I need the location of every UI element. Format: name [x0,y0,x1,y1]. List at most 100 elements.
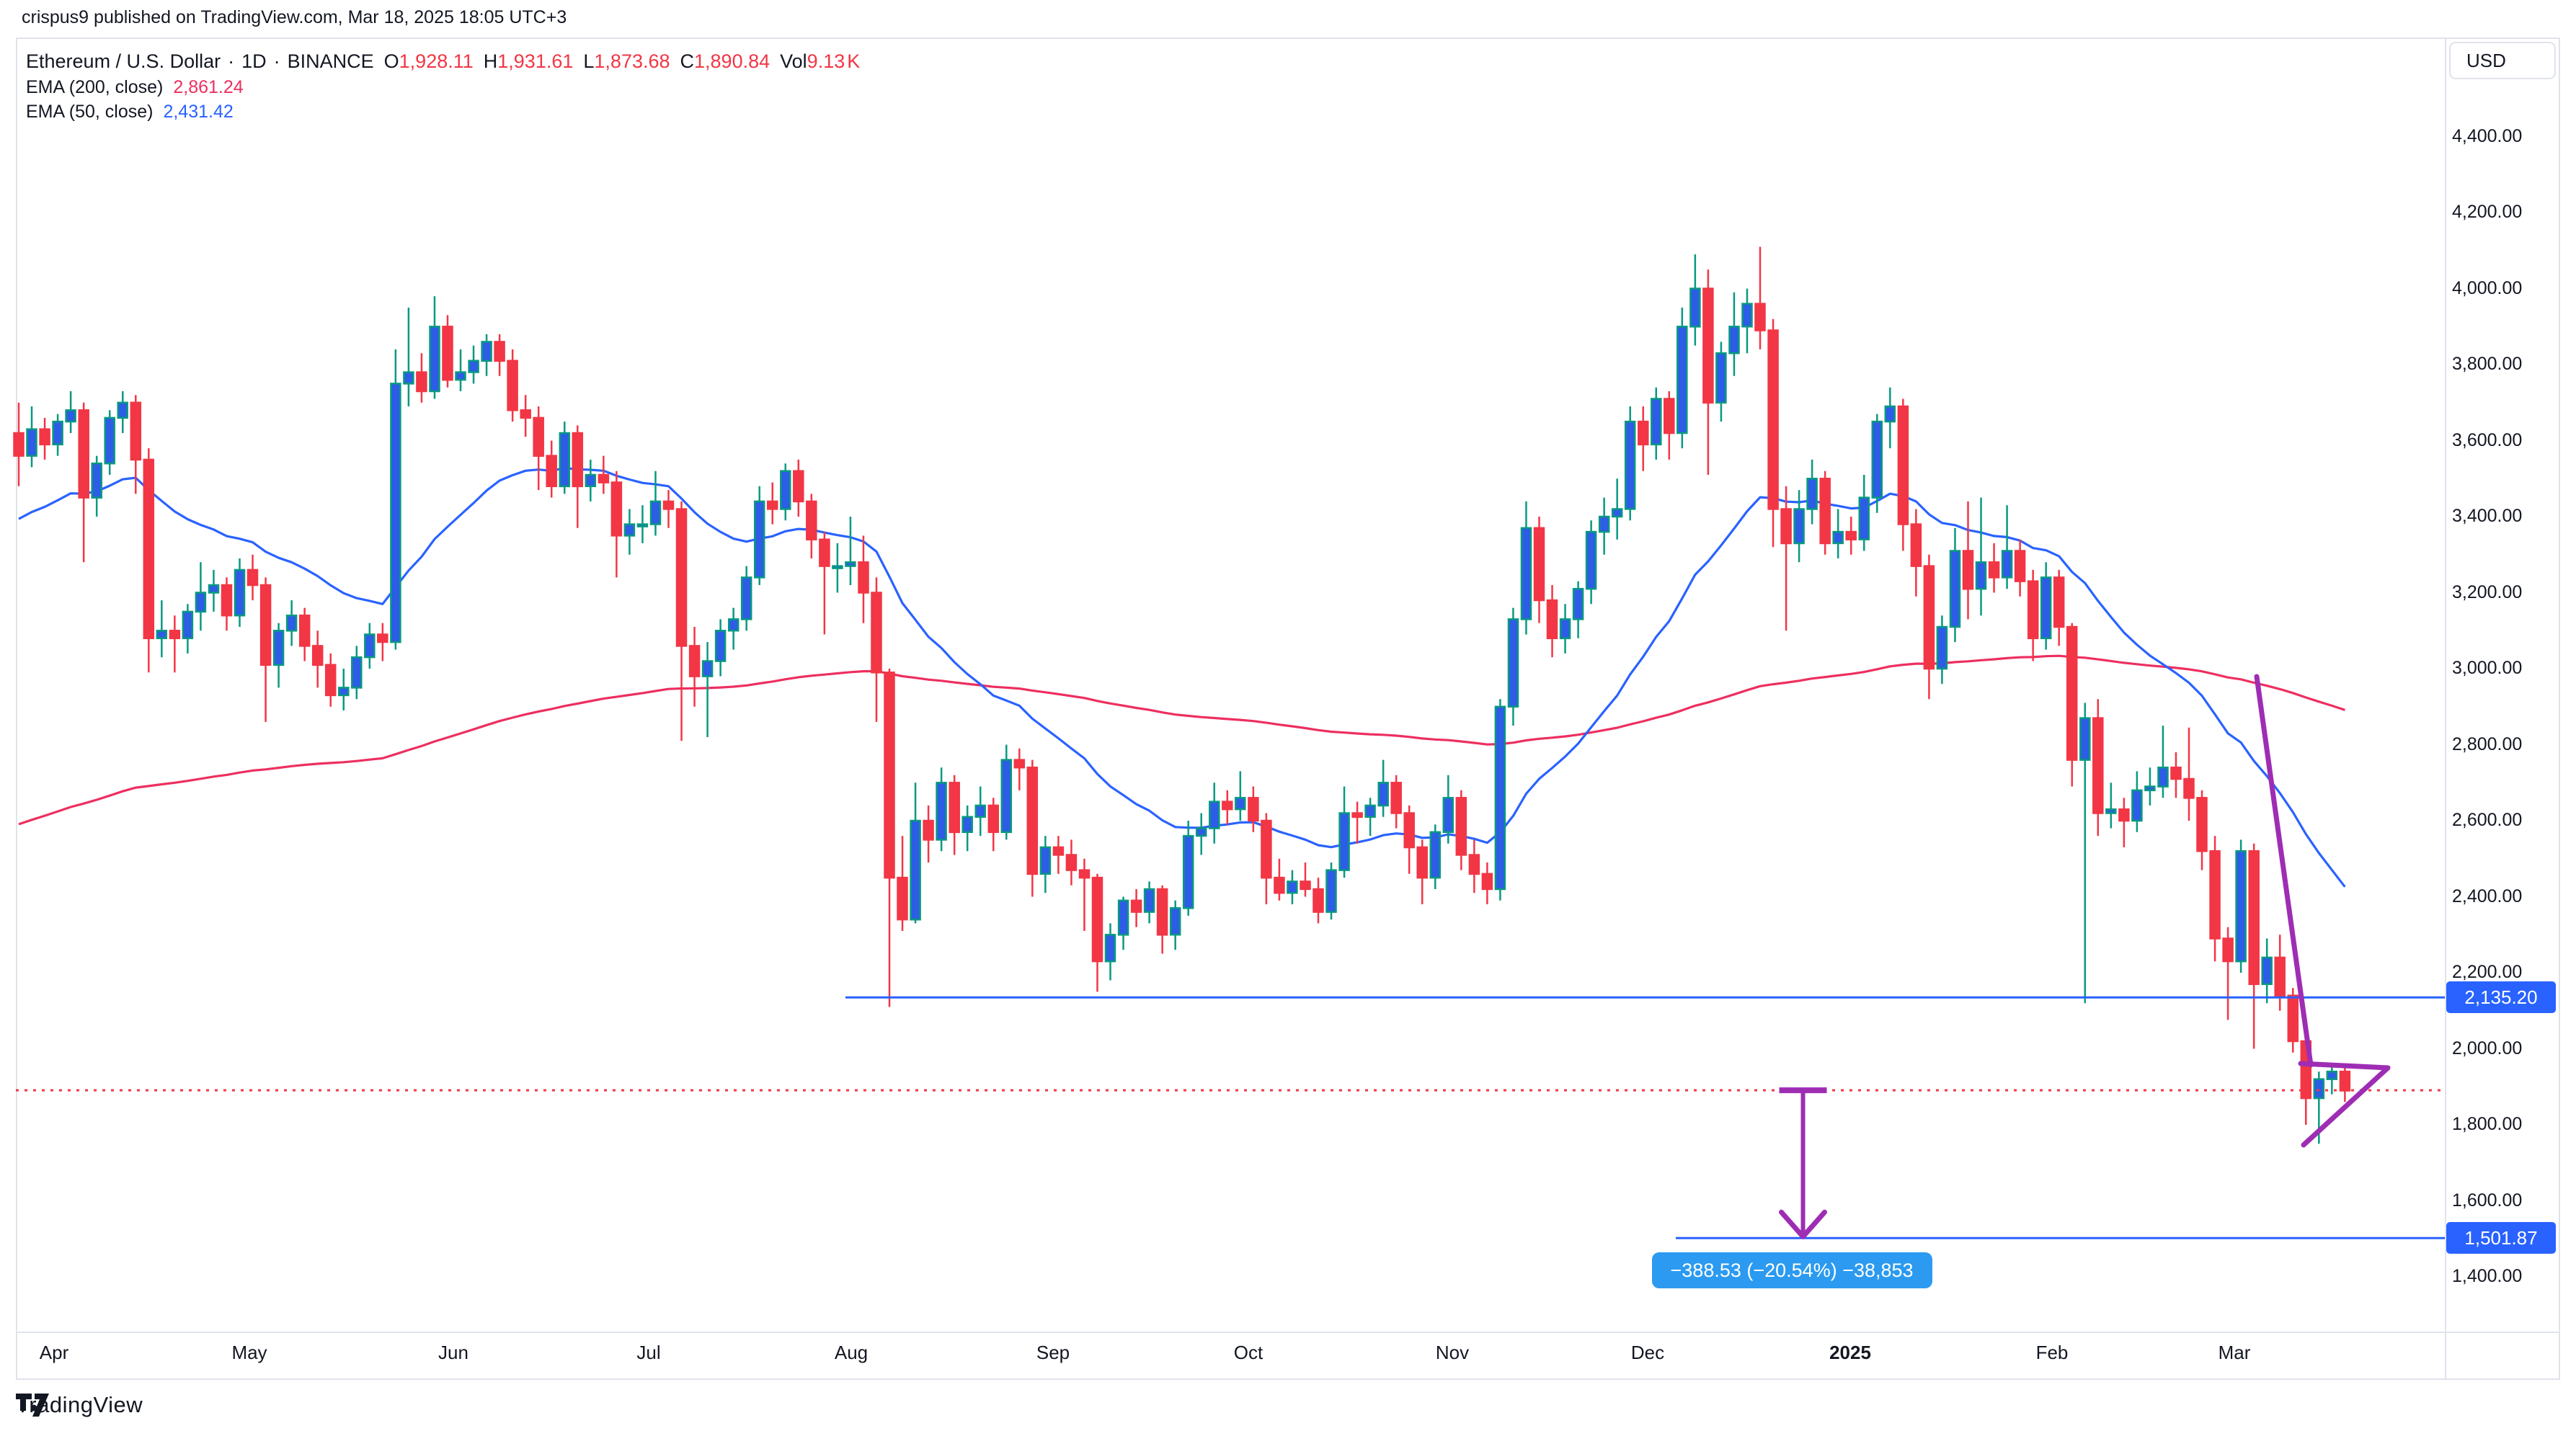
candle-body [481,341,492,362]
candle-body [2105,808,2117,814]
ohlc-value: 1,873.68 [594,50,670,72]
candle-body [1767,329,1779,510]
candle-body [1468,854,1480,875]
candle-body [2313,1078,2325,1100]
month-label-jun: Jun [438,1342,468,1363]
candle-body [2196,797,2208,852]
candle-body [2014,550,2026,582]
candle-body [819,538,830,567]
candle-body [1689,287,1701,328]
pennant-top-line[interactable] [2298,1061,2391,1071]
candle-body [766,500,778,510]
price-tick-label: 4,200.00 [2452,202,2523,222]
candle-body [1481,873,1493,891]
month-label-sep: Sep [1036,1342,1070,1363]
candle-body [1676,326,1688,434]
tradingview-logo[interactable]: TradingView [16,1392,143,1418]
candle-body [1377,782,1389,807]
candle-body [1455,797,1467,856]
price-tick-label: 2,600.00 [2452,810,2523,830]
candle-body [338,687,350,697]
volume-label: Vol [780,50,807,72]
candle-body [740,576,752,620]
candle-body [2235,850,2247,963]
candle-body [559,432,571,488]
candle-body [1169,907,1181,936]
candle-body [858,561,869,594]
measure-tool[interactable] [1779,1087,1828,1239]
pennant-bottom-line[interactable] [2301,1065,2391,1148]
candle-body [13,432,25,457]
candle-body [1624,420,1636,510]
candle-body [675,508,688,647]
candle-body [1026,766,1039,875]
volume-value: 9.13 [807,50,845,72]
candle-body [2222,937,2234,963]
legend-separator: · [228,50,235,72]
price-axis[interactable]: 4,400.00 4,200.00 4,000.00 3,800.00 3,600.00… [2446,39,2575,1332]
time-axis-divider [16,1332,2560,1333]
candle-body [1598,515,1610,533]
candle-body [2092,717,2104,814]
candle-body [701,660,714,677]
candle-body [871,592,882,674]
candle-body [1013,759,1026,769]
candle-body [1572,587,1584,620]
ema-200-value: 2,861.24 [173,77,244,97]
ohlc-values: O 1,928.11 H 1,931.61 L 1,873.68 C 1,890.84 Vol 9… [374,50,861,73]
candle-body [1117,899,1129,936]
price-axis-divider [2445,37,2446,1378]
candle-body [182,610,194,640]
candle-body [1715,352,1727,404]
candle-body [2053,576,2065,628]
time-axis[interactable]: Apr May Jun Jul Aug Sep Oct Nov Dec 2025 Feb Mar [16,1333,2560,1378]
currency-button[interactable]: USD [2449,42,2556,79]
candle-body [923,819,934,841]
steep-trendline[interactable] [2254,674,2314,1068]
candle-body [884,672,895,879]
candle-body [974,804,986,818]
candle-body [1520,527,1532,620]
candle-body [897,876,908,921]
candle-body [1300,881,1311,891]
candle-body [1364,804,1376,818]
candle-body [1845,530,1857,540]
candle-body [1897,405,1909,525]
price-label-2135: 2,135.20 [2446,981,2556,1014]
candle-body [1793,508,1805,545]
candle-body [52,420,63,446]
ohlc-value: 1,931.61 [497,50,574,72]
candle-body [2066,625,2078,761]
candle-body [1065,854,1078,871]
candle-body [1261,819,1272,879]
ema-200-legend-row[interactable]: EMA (200, close) 2,861.24 [26,77,244,98]
candle-body [1533,527,1545,602]
ohlc-label: C [680,50,695,72]
price-tick-label: 2,800.00 [2452,734,2523,754]
candle-body [1248,797,1259,822]
candle-body [1494,705,1506,891]
candle-body [793,470,804,503]
candle-body [1222,801,1233,811]
candle-body [1754,303,1766,331]
candle-body [208,584,220,594]
frame-left-border [16,37,17,1380]
candle-body [1975,561,1987,590]
candle-body [2118,808,2130,822]
price-tick-label: 3,400.00 [2452,506,2523,526]
price-tick-label: 3,000.00 [2452,658,2523,678]
month-label-aug: Aug [834,1342,869,1363]
candle-body [598,473,610,483]
ema-50-legend-row[interactable]: EMA (50, close) 2,431.42 [26,102,234,122]
candle-body [195,592,207,613]
candle-body [806,500,817,540]
candle-body [2001,550,2013,579]
candle-body [2183,777,2195,799]
candle-body [987,804,1000,834]
legend-separator: · [273,50,280,72]
candle-body [1143,888,1155,913]
candle-body [1429,831,1442,879]
candle-body [780,470,791,510]
